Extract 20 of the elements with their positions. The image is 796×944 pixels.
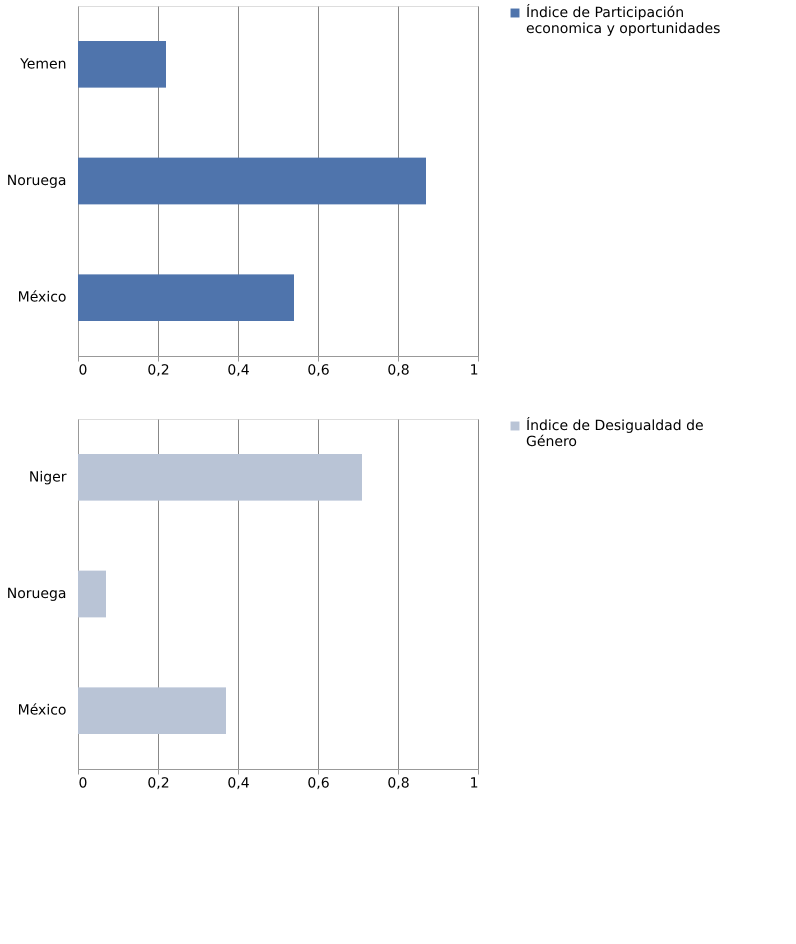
x-tick-label: 0,6	[307, 776, 330, 792]
x-tick-label: 0,2	[147, 776, 170, 792]
x-tick-label: 0,4	[227, 362, 250, 378]
x-tick-label: 0,2	[147, 362, 170, 378]
x-tick-label: 1	[470, 362, 478, 378]
x-tick-label: 0,6	[307, 362, 330, 378]
x-tick-label: 0,8	[387, 776, 410, 792]
y-tick-label: Noruega	[6, 586, 66, 602]
legend-label: Índice de Desigualdad de Género	[526, 417, 704, 450]
y-tick-label: Noruega	[6, 173, 66, 189]
y-tick-label: México	[18, 290, 66, 306]
legend-label: Índice de Participación economica y oportunidades	[526, 4, 720, 37]
x-tick-label: 0,8	[387, 362, 410, 378]
x-tick-label: 0	[78, 776, 88, 792]
y-tick-label: México	[18, 702, 66, 719]
y-tick-label: Niger	[28, 469, 67, 486]
y-tick-label: Yemen	[19, 56, 66, 72]
x-tick-label: 1	[470, 776, 478, 792]
x-tick-label: 0	[78, 362, 88, 378]
x-tick-label: 0,4	[227, 776, 250, 792]
